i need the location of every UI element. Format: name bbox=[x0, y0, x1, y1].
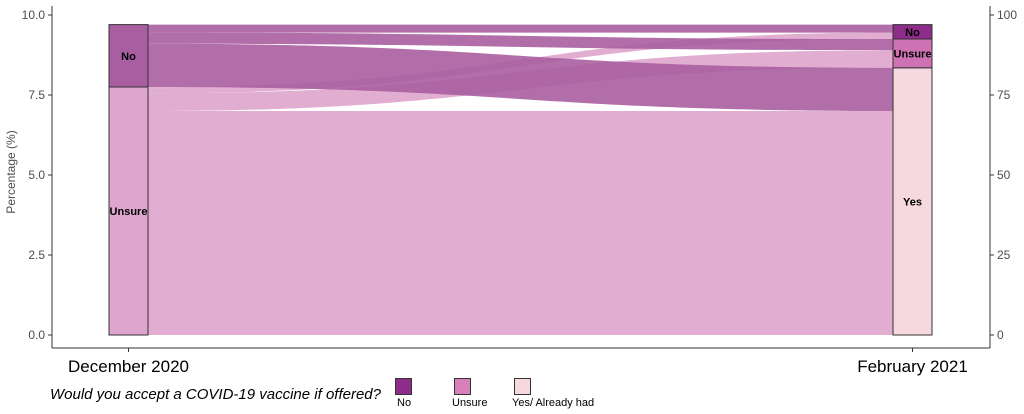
legend-key-no bbox=[395, 378, 412, 395]
stratum-dec-no bbox=[108, 24, 149, 88]
y-tick-label-left: 2.5 bbox=[28, 248, 45, 262]
y-tick-label-right: 75 bbox=[997, 88, 1011, 102]
y-tick-label-right: 50 bbox=[997, 168, 1011, 182]
y-tick-label-right: 100 bbox=[997, 8, 1017, 22]
y-tick-label-right: 25 bbox=[997, 248, 1011, 262]
stratum-label-feb-unsure: Unsure bbox=[894, 48, 932, 60]
x-tick-label: December 2020 bbox=[68, 357, 189, 376]
stratum-feb-no bbox=[892, 24, 933, 40]
stratum-label-dec-unsure: Unsure bbox=[110, 206, 148, 218]
legend-label-no: No bbox=[397, 397, 412, 409]
legend-key-unsure bbox=[454, 378, 471, 395]
y-tick-label-left: 7.5 bbox=[28, 88, 45, 102]
stratum-feb-yes bbox=[892, 67, 933, 336]
y-tick-label-left: 0.0 bbox=[28, 328, 45, 342]
flow-no-to-no bbox=[148, 24, 893, 33]
legend-label-yes: Yes/ Already had bbox=[512, 397, 595, 409]
flow-no-to-unsure bbox=[148, 32, 893, 51]
legend-title: Would you accept a COVID-19 vaccine if o… bbox=[50, 386, 381, 403]
y-axis-label: Percentage (%) bbox=[4, 130, 18, 213]
flow-no-to-yes bbox=[148, 43, 893, 111]
legend-label-unsure: Unsure bbox=[452, 397, 488, 409]
flows-group bbox=[148, 24, 893, 335]
legend-key-yes bbox=[514, 378, 531, 395]
stratum-feb-unsure bbox=[892, 38, 933, 69]
stratum-label-feb-no: No bbox=[905, 27, 920, 39]
legend: Would you accept a COVID-19 vaccine if o… bbox=[50, 376, 1010, 412]
y-tick-label-left: 5.0 bbox=[28, 168, 45, 182]
y-tick-label-right: 0 bbox=[997, 328, 1004, 342]
y-tick-label-left: 10.0 bbox=[22, 8, 46, 22]
x-tick-label: February 2021 bbox=[857, 357, 968, 376]
stratum-label-dec-no: No bbox=[121, 51, 136, 63]
stratum-dec-unsure bbox=[108, 86, 149, 336]
axes-group: 0.0 2.5 5.0 7.5 10.0 0 25 50 75 100 December 2020 F… bbox=[22, 6, 1017, 376]
stratum-label-feb-yes: Yes bbox=[903, 196, 922, 208]
strata-group: Unsure No Yes Unsure No bbox=[108, 24, 933, 336]
flow-unsure-to-yes bbox=[148, 111, 893, 335]
